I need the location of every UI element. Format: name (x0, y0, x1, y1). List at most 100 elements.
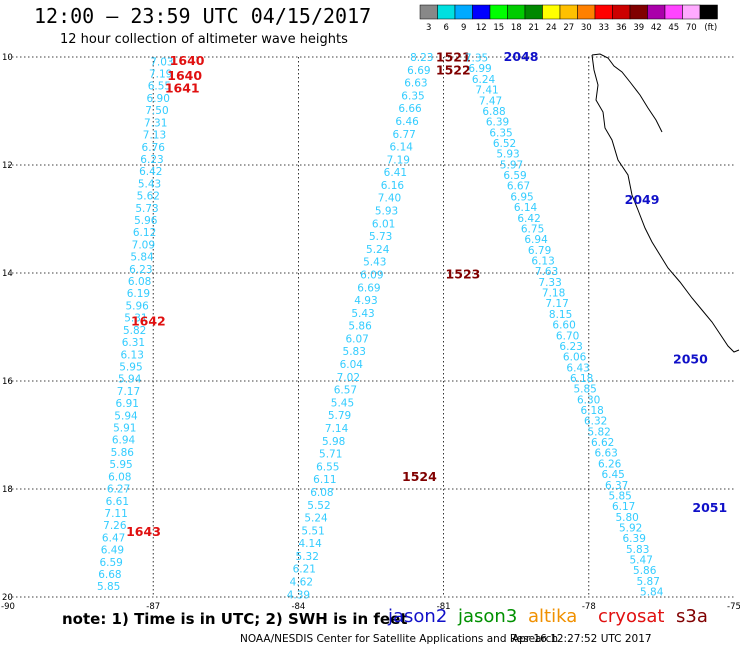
swh-value: 5.93 (375, 206, 398, 218)
colorbar-legend: 3 6 9 12 15 18 21 24 27 30 33 36 39 42 45 70 (ft) (419, 4, 718, 33)
swh-value: 5.85 (573, 384, 596, 396)
swh-value: 6.76 (142, 142, 166, 154)
swh-value: 6.42 (139, 166, 162, 178)
colorbar-label: 21 (528, 23, 539, 33)
colorbar-label: (ft) (704, 23, 717, 33)
legend-cryosat: cryosat (598, 606, 665, 627)
swh-value: 6.75 (521, 223, 544, 235)
swh-value: 5.96 (125, 300, 149, 312)
colorbar-label: 18 (511, 23, 522, 33)
swh-value: 5.43 (138, 178, 161, 190)
swh-value: 8.23 (410, 52, 433, 64)
swh-value: 6.47 (102, 532, 125, 544)
swh-value: 6.45 (601, 469, 624, 481)
swh-value: 5.97 (500, 159, 523, 171)
swh-value: 5.95 (119, 361, 142, 373)
swh-value: 6.62 (591, 437, 614, 449)
swh-value: 6.30 (577, 394, 600, 406)
swh-value: 7.17 (545, 298, 568, 310)
swh-value: 6.18 (570, 373, 593, 385)
legend-s3a: s3a (676, 606, 708, 627)
swh-value: 6.57 (334, 385, 357, 397)
swh-value: 6.09 (360, 269, 383, 281)
swh-value: 6.39 (623, 533, 646, 545)
colorbar-label: 27 (563, 23, 574, 33)
lat-tick-label: 10 (2, 53, 13, 63)
colorbar-swatch (437, 4, 456, 20)
swh-value: 6.14 (390, 142, 414, 154)
swh-value: 6.08 (108, 471, 131, 483)
colorbar-swatch (699, 4, 718, 20)
swh-value: 5.87 (637, 576, 660, 588)
swh-value: 6.70 (556, 330, 579, 342)
swh-value: 6.69 (357, 282, 380, 294)
coastline-north-path (591, 53, 663, 133)
pass-time-label: 1521 (436, 50, 471, 65)
pass-time-label: 2048 (504, 49, 539, 64)
swh-value: 6.26 (598, 458, 622, 470)
swh-value: 6.49 (101, 545, 124, 557)
swh-value: 6.27 (107, 484, 130, 496)
swh-value: 5.93 (496, 149, 519, 161)
pass-time-label: 2050 (673, 351, 708, 366)
swh-value: 6.23 (140, 154, 163, 166)
swh-value: 7.17 (117, 386, 140, 398)
swh-value: 6.18 (580, 405, 603, 417)
swh-value: 6.04 (340, 359, 364, 371)
swh-value: 5.47 (630, 555, 653, 567)
swh-value: 6.69 (407, 65, 430, 77)
swh-value: 6.35 (489, 127, 512, 139)
colorbar-label: 30 (581, 23, 592, 33)
lat-tick-label: 14 (2, 269, 13, 279)
swh-value: 6.16 (381, 180, 405, 192)
swh-value: 6.19 (127, 288, 150, 300)
swh-value: 6.77 (392, 129, 415, 141)
colorbar-swatch (489, 4, 508, 20)
colorbar-label: 39 (633, 23, 644, 33)
swh-value: 4.39 (287, 589, 310, 601)
legend-jason2: jason2 (388, 606, 448, 627)
swh-value: 5.52 (307, 500, 330, 512)
swh-value: 6.35 (401, 90, 424, 102)
swh-value: 5.71 (319, 449, 342, 461)
lon-tick-label: -90 (1, 602, 15, 612)
swh-value: 7.19 (387, 154, 410, 166)
colorbar-label: 9 (461, 23, 466, 33)
lat-tick-label: 18 (2, 485, 13, 495)
swh-value: 5.24 (366, 244, 390, 256)
pass-time-label: 1523 (446, 267, 481, 282)
swh-value: 6.46 (395, 116, 419, 128)
swh-value: 6.42 (517, 213, 540, 225)
lon-tick-label: -84 (291, 602, 305, 612)
swh-value: 6.07 (345, 333, 368, 345)
swh-value: 6.95 (510, 191, 533, 203)
swh-value: 7.26 (103, 520, 127, 532)
swh-value: 7.18 (542, 288, 565, 300)
swh-value: 5.94 (114, 410, 138, 422)
swh-value: 7.11 (104, 508, 127, 520)
swh-value: 6.60 (552, 320, 575, 332)
swh-value: 6.08 (310, 487, 333, 499)
swh-value: 5.82 (587, 426, 610, 438)
swh-value: 5.96 (134, 215, 158, 227)
lat-tick-label: 16 (2, 377, 13, 387)
swh-value: 6.91 (116, 398, 139, 410)
swh-value: 7.33 (538, 277, 561, 289)
swh-value: 6.67 (507, 181, 530, 193)
colorbar-swatch (594, 4, 613, 20)
swh-value: 6.88 (482, 106, 505, 118)
swh-value: 5.94 (118, 374, 142, 386)
lon-tick-label: -78 (582, 602, 596, 612)
colorbar-label: 12 (476, 23, 487, 33)
lat-tick-label: 12 (2, 161, 13, 171)
footer-credit: NOAA/NESDIS Center for Satellite Applica… (240, 633, 558, 645)
swh-value: 4.14 (298, 538, 322, 550)
colorbar-label: 42 (651, 23, 662, 33)
swh-value: 6.52 (493, 138, 516, 150)
swh-value: 5.85 (97, 581, 120, 593)
colorbar-swatch (559, 4, 578, 20)
swh-value: 6.14 (514, 202, 538, 214)
pass-time-label: 2049 (625, 192, 660, 207)
page-subtitle: 12 hour collection of altimeter wave hei… (60, 32, 348, 47)
